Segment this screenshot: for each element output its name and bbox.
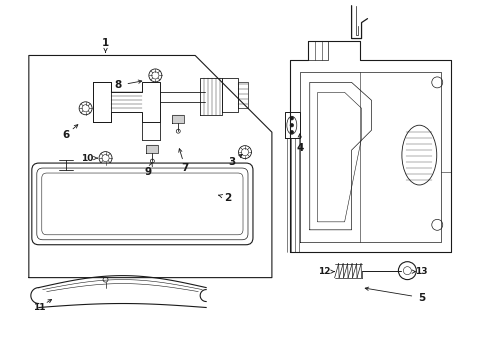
Text: 2: 2 — [224, 193, 231, 203]
Text: 9: 9 — [144, 167, 152, 177]
Ellipse shape — [401, 125, 436, 185]
Text: 4: 4 — [296, 143, 303, 153]
Circle shape — [289, 130, 293, 134]
Circle shape — [103, 277, 108, 282]
Text: 13: 13 — [414, 267, 427, 276]
Text: 8: 8 — [115, 80, 122, 90]
FancyBboxPatch shape — [37, 168, 247, 240]
Text: 10: 10 — [81, 154, 94, 163]
Ellipse shape — [286, 116, 296, 134]
Circle shape — [176, 129, 180, 133]
Text: 3: 3 — [228, 157, 235, 167]
Text: 6: 6 — [62, 130, 69, 140]
Circle shape — [79, 102, 92, 115]
Text: 5: 5 — [417, 293, 424, 302]
FancyBboxPatch shape — [32, 163, 252, 245]
FancyBboxPatch shape — [41, 173, 243, 235]
Circle shape — [241, 149, 248, 156]
Circle shape — [289, 123, 293, 127]
Circle shape — [148, 69, 162, 82]
Text: 12: 12 — [318, 267, 330, 276]
Circle shape — [431, 219, 442, 230]
Circle shape — [403, 267, 410, 275]
Text: 7: 7 — [181, 163, 188, 173]
Circle shape — [150, 159, 154, 163]
Circle shape — [99, 152, 112, 165]
Text: 1: 1 — [102, 37, 109, 48]
Circle shape — [102, 154, 109, 162]
Circle shape — [151, 72, 159, 79]
Circle shape — [82, 105, 89, 112]
Circle shape — [289, 116, 293, 120]
Circle shape — [431, 77, 442, 88]
Circle shape — [238, 146, 251, 159]
Circle shape — [398, 262, 415, 280]
Text: 11: 11 — [33, 303, 45, 312]
